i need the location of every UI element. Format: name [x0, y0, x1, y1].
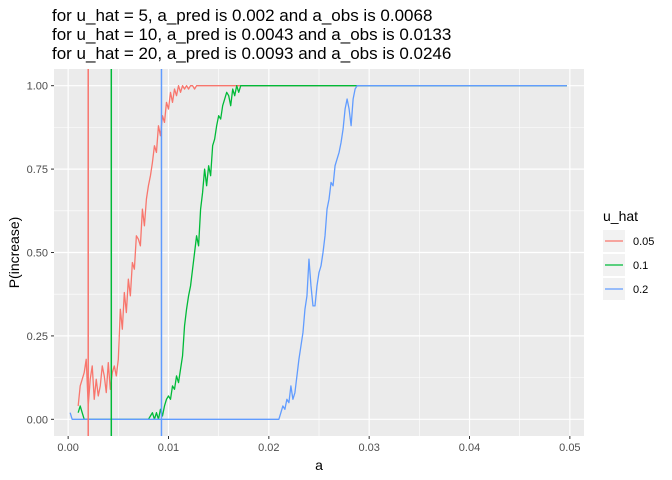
y-axis-ticks: 0.00 0.25 0.50 0.75 1.00	[27, 81, 54, 426]
y-axis-title: P(increase)	[6, 217, 22, 289]
y-tick-label: 0.75	[27, 164, 48, 176]
y-tick-label: 1.00	[27, 81, 48, 93]
legend-label-0.05: 0.05	[633, 236, 654, 248]
title-line-2: for u_hat = 10, a_pred is 0.0043 and a_o…	[52, 25, 451, 44]
chart-title: for u_hat = 5, a_pred is 0.002 and a_obs…	[52, 6, 451, 63]
y-tick-label: 0.50	[27, 248, 48, 260]
y-tick-label: 0.00	[27, 414, 48, 426]
series-lines	[69, 85, 567, 420]
x-tick-label: 0.05	[559, 442, 580, 454]
x-tick-label: 0.00	[57, 442, 78, 454]
x-tick-label: 0.04	[459, 442, 480, 454]
legend-label-0.1: 0.1	[633, 260, 648, 272]
x-axis-title: a	[315, 457, 323, 473]
x-axis-ticks: 0.00 0.01 0.02 0.03 0.04 0.05	[57, 436, 581, 454]
x-tick-label: 0.02	[258, 442, 279, 454]
legend-title: u_hat	[603, 208, 638, 224]
series-line-0.2	[69, 85, 567, 420]
title-line-3: for u_hat = 20, a_pred is 0.0093 and a_o…	[52, 44, 451, 63]
legend: u_hat 0.05 0.1 0.2	[603, 208, 654, 300]
legend-label-0.2: 0.2	[633, 284, 648, 296]
x-tick-label: 0.01	[158, 442, 179, 454]
x-tick-label: 0.03	[358, 442, 379, 454]
series-line-0.05	[77, 85, 567, 407]
title-line-1: for u_hat = 5, a_pred is 0.002 and a_obs…	[52, 6, 432, 25]
reference-lines	[87, 69, 163, 436]
legend-items: 0.05 0.1 0.2	[603, 230, 654, 300]
y-tick-label: 0.25	[27, 331, 48, 343]
series-line-0.1	[77, 85, 567, 420]
